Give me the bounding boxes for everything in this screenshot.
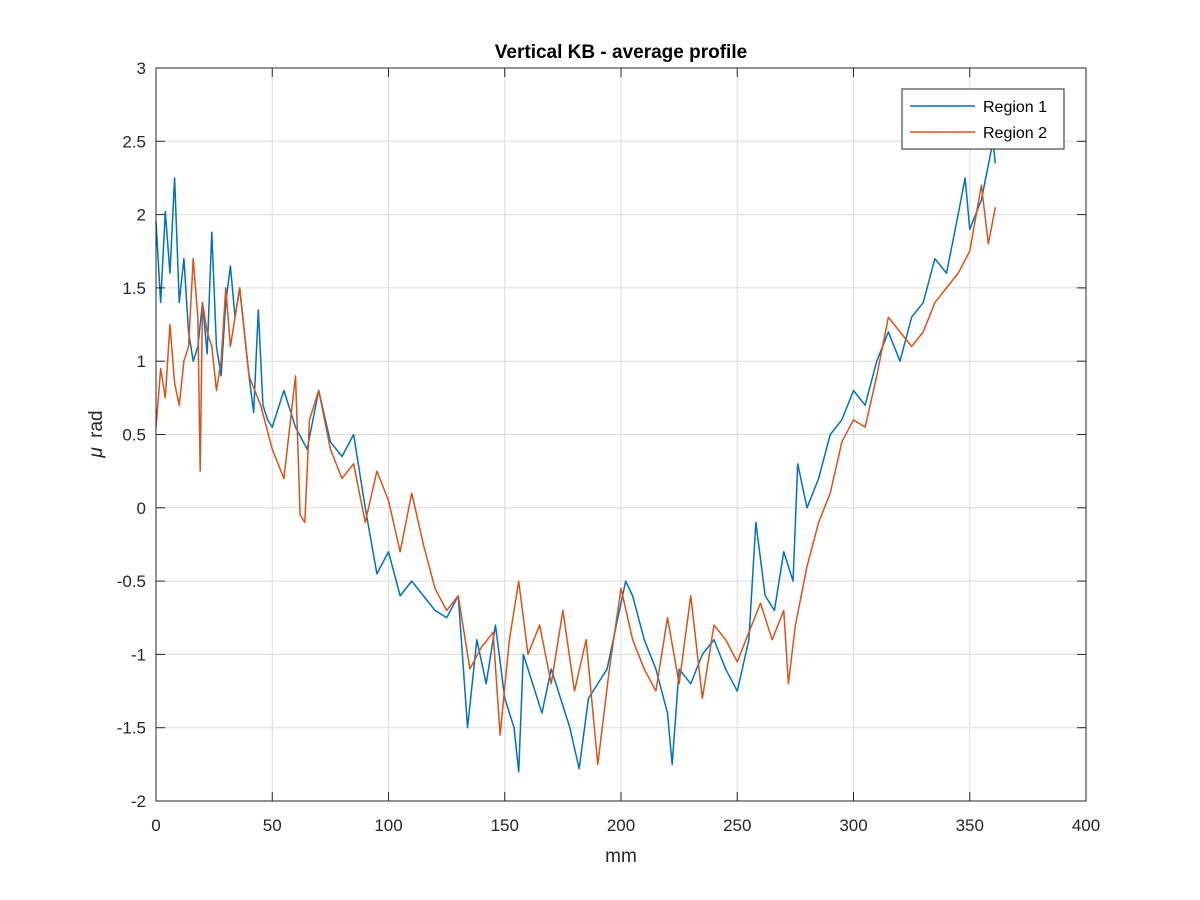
chart-title: Vertical KB - average profile bbox=[495, 42, 747, 63]
series-line-region-2 bbox=[155, 184, 997, 766]
x-tick-label: 400 bbox=[1072, 816, 1100, 835]
legend-box bbox=[901, 88, 1065, 150]
y-tick-label: -1 bbox=[131, 645, 146, 664]
x-tick-label: 150 bbox=[491, 816, 519, 835]
y-tick-label: -1.5 bbox=[117, 719, 146, 738]
y-axis-label-unit: rad bbox=[86, 410, 107, 437]
y-tick-labels: -2 -1.5 -1 -0.5 0 0.5 1 1.5 2 2.5 3 bbox=[117, 59, 146, 811]
x-tick-label: 200 bbox=[607, 816, 635, 835]
x-tick-label: 350 bbox=[956, 816, 984, 835]
y-tick-label: 2 bbox=[137, 206, 146, 225]
y-tick-label: 1 bbox=[137, 352, 146, 371]
x-tick-label: 50 bbox=[263, 816, 282, 835]
x-tick-label: 300 bbox=[839, 816, 867, 835]
x-tick-label: 0 bbox=[151, 816, 160, 835]
y-tick-label: -2 bbox=[131, 792, 146, 811]
y-tick-label: 0.5 bbox=[122, 426, 146, 445]
y-axis-label: μ rad bbox=[86, 410, 107, 458]
y-tick-label: 2.5 bbox=[122, 132, 146, 151]
x-tick-labels: 0 50 100 150 200 250 300 350 400 bbox=[151, 816, 1100, 835]
plot-area bbox=[155, 67, 1087, 802]
series-line-region-1 bbox=[155, 140, 997, 773]
legend-label-region-2: Region 2 bbox=[983, 125, 1047, 142]
y-tick-label: -0.5 bbox=[117, 572, 146, 591]
y-tick-label: 0 bbox=[137, 499, 146, 518]
y-tick-label: 3 bbox=[137, 59, 146, 78]
legend: Region 1 Region 2 bbox=[901, 88, 1065, 150]
x-axis-label: mm bbox=[605, 846, 637, 867]
y-tick-label: 1.5 bbox=[122, 279, 146, 298]
x-tick-label: 100 bbox=[374, 816, 402, 835]
series-lines bbox=[155, 140, 997, 773]
ticks bbox=[155, 67, 1087, 802]
grid-lines-y bbox=[156, 67, 1086, 802]
y-axis-label-symbol: μ bbox=[86, 447, 107, 459]
legend-label-region-1: Region 1 bbox=[983, 99, 1047, 116]
x-tick-label: 250 bbox=[723, 816, 751, 835]
